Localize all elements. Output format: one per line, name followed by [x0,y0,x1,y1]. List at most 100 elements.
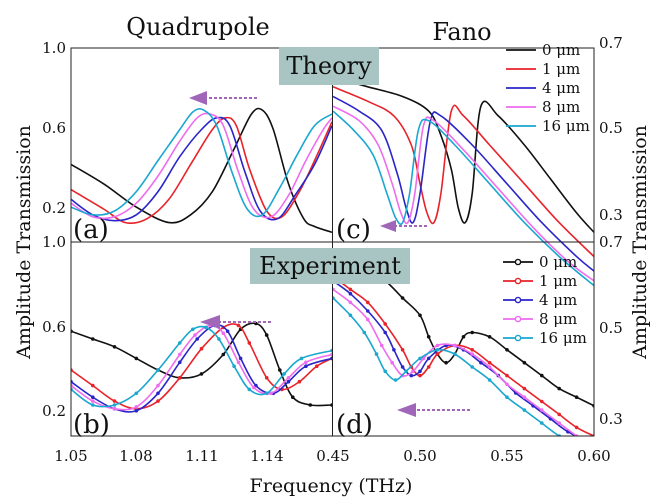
point-d-3-3 [379,343,384,348]
ytick-right-bot-0.5: 0.5 [599,319,623,337]
point-d-1-12 [505,373,509,378]
point-d-1-8 [435,352,440,356]
point-d-4-1 [348,313,353,318]
point-d-2-7 [418,369,422,374]
point-d-3-13 [522,395,527,400]
point-d-2-1 [348,291,353,296]
panel-c-series [333,76,594,287]
point-d-0-11 [470,330,475,335]
point-d-0-6 [426,335,431,339]
xtick-0.55: 0.55 [490,447,523,465]
point-b-1-13 [315,364,319,369]
point-d-3-4 [390,360,395,365]
theory-label-box [279,47,379,85]
curves [71,76,596,447]
point-d-1-6 [418,373,422,378]
point-d-2-8 [426,356,431,361]
point-b-0-7 [221,352,226,357]
shift-arrow-a [189,91,257,105]
y-axis-label-right: Amplitude Transmission [629,125,651,360]
point-d-4-9 [453,352,457,356]
series-b-4 [71,325,332,408]
ytick-right-bot-0.3: 0.3 [599,410,623,428]
point-b-4-2 [112,403,117,407]
point-d-2-17 [592,443,596,447]
xtick-1.11: 1.11 [185,447,218,465]
experiment-label: Experiment [259,252,401,280]
legend-marker-1 [514,277,522,285]
point-b-1-6 [199,346,204,351]
ytick-right-top-0.3: 0.3 [599,206,623,224]
point-d-0-16 [557,386,561,391]
point-d-1-11 [487,360,492,365]
point-b-3-1 [91,399,95,403]
point-d-4-6 [404,369,408,374]
point-b-0-1 [91,337,95,341]
point-b-0-3 [134,356,139,361]
point-d-3-14 [540,408,544,412]
point-d-2-6 [409,373,414,378]
point-b-1-9 [247,341,252,345]
series-c-4 [333,110,594,287]
point-b-4-12 [282,372,286,376]
series-c-0 [333,76,594,233]
series-a-4 [71,108,332,218]
point-d-0-14 [522,360,527,365]
series-d-3 [333,288,578,436]
point-b-4-8 [217,337,221,341]
point-d-0-8 [444,360,448,365]
point-b-1-2 [112,399,117,403]
point-b-4-7 [204,325,208,330]
ytick-left-bot-0.2: 0.2 [42,402,66,420]
legend-label-0: 0 μm [539,253,577,271]
legend-label-0: 0 μm [542,41,580,59]
legend-label-1: 1 μm [542,60,580,78]
point-d-0-5 [418,313,422,318]
point-d-4-5 [393,378,398,382]
legend-label-4: 16 μm [539,329,587,347]
point-b-2-6 [195,337,199,341]
point-b-4-1 [91,403,95,407]
point-b-2-4 [156,391,160,396]
panel-a-series [71,107,332,234]
point-b-1-4 [156,399,160,403]
point-b-3-5 [178,352,182,357]
xtick-0.45: 0.45 [316,447,349,465]
point-b-0-10 [264,333,269,337]
point-b-4-6 [191,327,195,332]
point-b-4-3 [134,391,139,396]
legend-marker-2 [514,296,522,304]
point-d-4-12 [505,395,509,400]
point-d-2-2 [366,309,370,313]
legend-label-2: 4 μm [542,79,580,97]
point-d-1-3 [383,322,388,326]
point-b-4-14 [330,348,332,353]
point-d-3-11 [487,365,492,369]
experiment-label-box [250,248,410,284]
point-d-2-5 [400,365,405,369]
point-b-3-11 [269,391,273,396]
legend-label-3: 8 μm [539,310,577,328]
point-d-1-13 [522,386,527,391]
point-d-1-14 [540,399,544,404]
point-b-1-12 [297,379,302,384]
point-d-0-13 [505,348,509,352]
x-axis-label: Frequency (THz) [250,475,413,497]
point-b-3-12 [286,376,291,380]
point-d-3-6 [411,369,415,374]
shift-arrow-b [200,315,271,329]
point-d-3-15 [557,421,561,425]
series-c-3 [333,105,594,282]
theory-label: Theory [286,52,372,80]
point-d-4-2 [362,330,367,335]
point-d-2-4 [392,348,396,352]
point-b-3-4 [156,383,160,388]
point-d-2-11 [479,360,483,365]
point-d-3-10 [470,352,475,356]
series-c-2 [333,95,594,272]
point-b-2-5 [178,360,182,365]
legend-marker-0 [514,258,522,266]
point-b-0-12 [291,395,295,400]
